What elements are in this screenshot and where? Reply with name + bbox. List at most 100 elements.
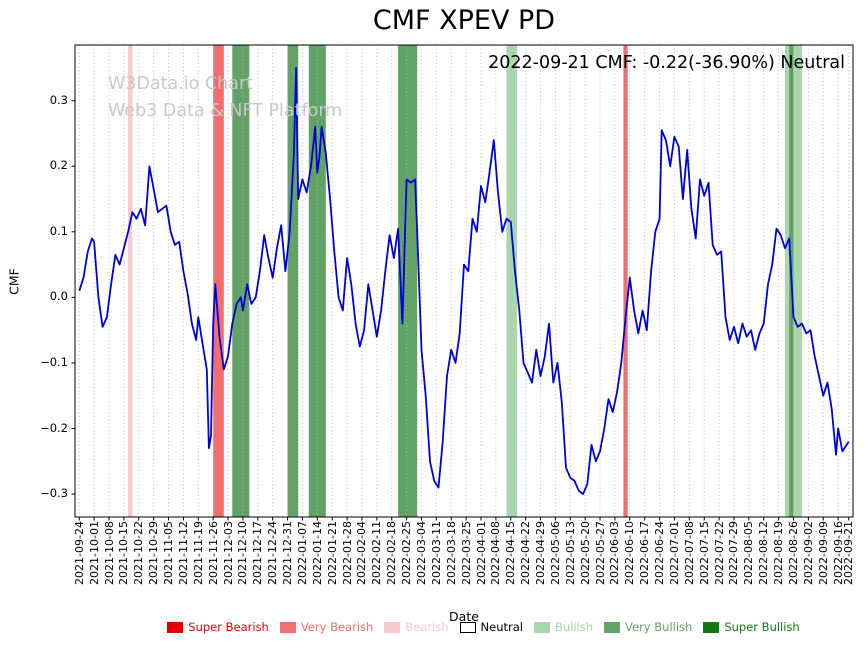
- legend-swatch: [604, 621, 621, 633]
- legend-item-very-bullish: Very Bullish: [604, 620, 692, 634]
- legend-item-neutral: Neutral: [459, 620, 523, 634]
- legend-label: Bearish: [405, 620, 449, 634]
- x-tick-label: 2022-04-01: [474, 521, 488, 585]
- legend-label: Very Bullish: [625, 620, 693, 634]
- x-tick-label: 2021-10-01: [87, 521, 101, 585]
- x-tick-label: 2022-04-15: [504, 521, 518, 585]
- x-axis-label: Date: [449, 609, 479, 624]
- x-tick-label: 2022-07-22: [712, 521, 726, 585]
- y-tick-label: −0.1: [40, 354, 68, 369]
- y-tick-label: −0.3: [40, 486, 68, 501]
- x-tick-label: 2021-11-26: [206, 521, 220, 585]
- x-tick-label: 2022-06-17: [638, 521, 652, 585]
- x-tick-label: 2022-09-02: [801, 521, 815, 585]
- y-tick-label: 0.1: [49, 223, 68, 238]
- x-tick-label: 2022-06-24: [653, 521, 667, 585]
- signal-legend: Super Bearish Very Bearish Bearish Neutral B…: [100, 620, 867, 634]
- x-tick-label: 2021-09-24: [72, 521, 86, 585]
- x-tick-label: 2022-05-20: [578, 521, 592, 585]
- signal-band-bearish: [128, 45, 133, 517]
- x-tick-label: 2022-07-01: [667, 521, 681, 585]
- legend-item-bearish: Bearish: [384, 620, 449, 634]
- x-tick-label: 2022-07-29: [727, 521, 741, 585]
- signal-band-very-bullish: [308, 45, 326, 517]
- x-tick-label: 2022-04-29: [534, 521, 548, 585]
- x-tick-label: 2022-04-22: [519, 521, 533, 585]
- x-tick-label: 2022-05-27: [593, 521, 607, 585]
- x-tick-label: 2021-10-22: [132, 521, 146, 585]
- x-tick-label: 2022-02-18: [385, 521, 399, 585]
- x-tick-label: 2022-01-07: [295, 521, 309, 585]
- x-tick-label: 2022-01-28: [340, 521, 354, 585]
- x-tick-label: 2021-11-12: [176, 521, 190, 585]
- y-tick-label: −0.2: [40, 420, 68, 435]
- x-tick-label: 2021-10-08: [102, 521, 116, 585]
- watermark-line1: W3Data.io Chart: [108, 74, 254, 94]
- legend-swatch: [167, 621, 184, 633]
- y-axis-label: CMF: [6, 268, 22, 295]
- x-tick-label: 2021-12-31: [281, 521, 295, 585]
- chart-title: CMF XPEV PD: [372, 5, 556, 36]
- x-tick-label: 2022-09-09: [816, 521, 830, 585]
- legend-swatch: [459, 621, 476, 633]
- x-tick-label: 2021-11-05: [162, 521, 176, 585]
- x-tick-label: 2021-12-03: [221, 521, 235, 585]
- x-tick-label: 2021-12-10: [236, 521, 250, 585]
- x-tick-label: 2022-08-05: [742, 521, 756, 585]
- legend-item-very-bearish: Very Bearish: [279, 620, 374, 634]
- x-tick-label: 2021-11-19: [191, 521, 205, 585]
- legend-label: Bullish: [554, 620, 594, 634]
- x-tick-label: 2022-03-04: [414, 521, 428, 585]
- x-tick-label: 2022-01-21: [325, 521, 339, 585]
- legend-item-super-bearish: Super Bearish: [167, 620, 269, 634]
- watermark: W3Data.io Chart Web3 Data & NFT Platform: [108, 71, 342, 125]
- legend-label: Super Bearish: [188, 620, 269, 634]
- legend-swatch: [703, 621, 720, 633]
- x-tick-label: 2022-06-10: [623, 521, 637, 585]
- x-tick-label: 2022-02-11: [370, 521, 384, 585]
- x-tick-label: 2022-07-08: [682, 521, 696, 585]
- x-tick-label: 2022-03-25: [459, 521, 473, 585]
- x-tick-label: 2021-12-24: [266, 521, 280, 585]
- legend-label: Neutral: [480, 620, 523, 634]
- legend-swatch: [533, 621, 550, 633]
- x-tick-label: 2021-10-29: [147, 521, 161, 585]
- x-tick-label: 2022-05-06: [548, 521, 562, 585]
- signal-band-very-bullish: [287, 45, 299, 517]
- x-tick-label: 2022-03-18: [444, 521, 458, 585]
- legend-label: Super Bullish: [724, 620, 800, 634]
- watermark-line2: Web3 Data & NFT Platform: [108, 101, 343, 121]
- y-tick-label: 0.2: [49, 158, 68, 173]
- signal-band-bullish: [506, 45, 518, 517]
- legend-swatch: [384, 621, 401, 633]
- x-tick-label: 2022-04-08: [489, 521, 503, 585]
- y-tick-label: 0.0: [49, 289, 68, 304]
- y-tick-label: 0.3: [49, 92, 68, 107]
- x-tick-label: 2022-02-04: [355, 521, 369, 585]
- cmf-line: [78, 67, 850, 496]
- latest-value-annotation: 2022-09-21 CMF: -0.22(-36.90%) Neutral: [488, 53, 845, 73]
- x-tick-label: 2022-08-12: [757, 521, 771, 585]
- legend-label: Very Bearish: [300, 620, 374, 634]
- x-tick-label: 2021-12-17: [251, 521, 265, 585]
- legend-item-bullish: Bullish: [533, 620, 594, 634]
- x-tick-label: 2022-08-19: [772, 521, 786, 585]
- x-tick-label: 2022-06-03: [608, 521, 622, 585]
- plot-border: [74, 44, 854, 518]
- x-tick-label: 2022-05-13: [563, 521, 577, 585]
- x-tick-label: 2022-09-21: [842, 521, 856, 585]
- signal-band-very-bullish: [232, 45, 250, 517]
- legend-item-super-bullish: Super Bullish: [703, 620, 800, 634]
- x-tick-label: 2022-01-14: [310, 521, 324, 585]
- x-tick-label: 2022-07-15: [697, 521, 711, 585]
- x-tick-label: 2021-10-15: [117, 521, 131, 585]
- signal-band-very-bearish: [623, 45, 628, 517]
- x-tick-label: 2022-02-25: [400, 521, 414, 585]
- legend-swatch: [279, 621, 296, 633]
- signal-band-very-bearish: [213, 45, 224, 517]
- x-tick-label: 2022-03-11: [429, 521, 443, 585]
- x-tick-label: 2022-08-26: [786, 521, 800, 585]
- signal-band-very-bullish: [398, 45, 418, 517]
